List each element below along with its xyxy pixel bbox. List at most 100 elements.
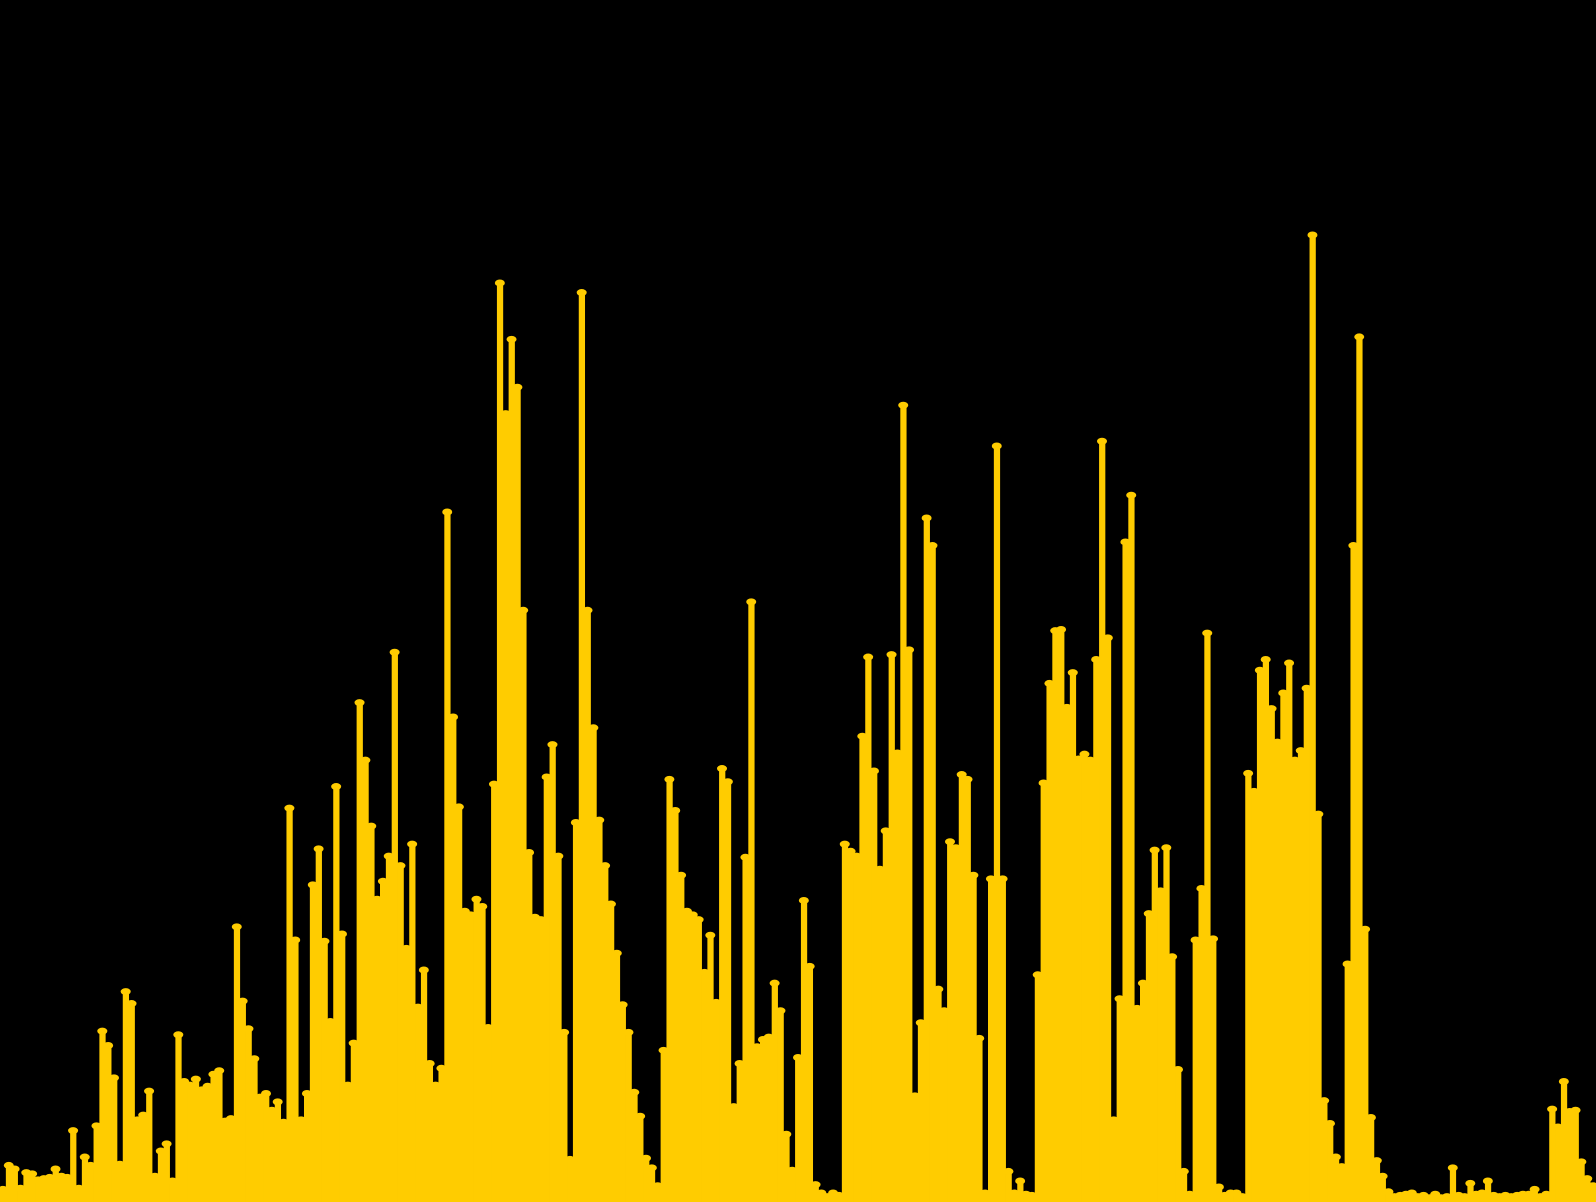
bar-cap-81 — [471, 895, 482, 903]
bar-cap-163 — [950, 844, 961, 852]
bar-cap-139 — [810, 1181, 821, 1189]
bar-215 — [1256, 670, 1264, 1202]
bar-72 — [420, 969, 428, 1202]
bar-cap-200 — [1167, 953, 1178, 961]
bar-cap-131 — [763, 1033, 774, 1041]
bar-133 — [777, 1010, 784, 1202]
bar-cap-21 — [120, 988, 131, 996]
bar-96 — [561, 1032, 568, 1202]
bar-177 — [1034, 974, 1042, 1202]
bar-241 — [1408, 1193, 1416, 1202]
bar-179 — [1046, 683, 1053, 1202]
bar-cap-234 — [1365, 1113, 1376, 1121]
bar-cap-220 — [1284, 659, 1295, 667]
bar-cap-113 — [658, 1046, 669, 1054]
bar-cap-267 — [1558, 1078, 1569, 1085]
bar-13 — [76, 1188, 83, 1202]
bar-230 — [1344, 964, 1351, 1202]
bar-270 — [1578, 1161, 1585, 1202]
bar-164 — [958, 774, 966, 1202]
bar-cap-208 — [1213, 1183, 1224, 1191]
bar-cap-213 — [1243, 769, 1254, 777]
bar-9 — [52, 1169, 59, 1202]
bar-99 — [578, 292, 586, 1202]
bar-cap-174 — [1015, 1177, 1026, 1185]
bar-138 — [806, 966, 814, 1202]
bar-44 — [257, 1097, 264, 1202]
bar-cap-133 — [775, 1007, 786, 1015]
bar-252 — [1473, 1194, 1480, 1202]
bar-cap-165 — [962, 775, 973, 783]
bar-197 — [1151, 850, 1158, 1202]
bar-cap-183 — [1067, 669, 1078, 677]
bar-98 — [572, 822, 580, 1202]
bar-cap-164 — [956, 771, 967, 779]
bar-cap-105 — [611, 949, 622, 957]
bar-cap-189 — [1102, 634, 1113, 642]
bar-cap-206 — [1202, 629, 1213, 637]
bar-cap-179 — [1044, 679, 1055, 687]
bar-cap-110 — [641, 1154, 651, 1162]
bar-cap-187 — [1091, 655, 1102, 663]
bar-cap-69 — [401, 944, 412, 952]
bar-cap-47 — [272, 1098, 283, 1106]
bar-134 — [783, 1134, 790, 1202]
bar-22 — [128, 1003, 135, 1202]
bar-32 — [187, 1085, 194, 1202]
bar-145 — [847, 851, 854, 1202]
bar-128 — [748, 601, 755, 1202]
bar-cap-84 — [489, 780, 499, 788]
bar-cap-126 — [734, 1060, 745, 1068]
bar-cap-154 — [898, 401, 909, 409]
bar-cap-254 — [1482, 1177, 1493, 1185]
bar-cap-73 — [424, 1060, 435, 1068]
bar-cap-118 — [687, 911, 698, 919]
bar-cap-237 — [1383, 1188, 1394, 1196]
bar-20 — [116, 1164, 124, 1202]
bar-cap-22 — [126, 1000, 137, 1008]
bar-137 — [800, 900, 808, 1202]
bar-192 — [1122, 541, 1129, 1202]
bar-15 — [87, 1165, 94, 1202]
bar-cap-77 — [448, 713, 459, 721]
bar-114 — [666, 779, 673, 1202]
bar-216 — [1262, 659, 1270, 1202]
bar-31 — [181, 1081, 188, 1202]
bar-59 — [344, 1085, 352, 1202]
bar-cap-144 — [839, 840, 850, 848]
bar-cap-23 — [132, 1116, 143, 1124]
bar-cap-12 — [68, 1127, 79, 1135]
bar-104 — [608, 904, 615, 1202]
bar-cap-33 — [190, 1075, 201, 1083]
bar-cap-60 — [348, 1039, 359, 1047]
bar-57 — [333, 786, 340, 1202]
bar-160 — [935, 989, 942, 1202]
bar-205 — [1198, 888, 1205, 1202]
bar-121 — [707, 935, 714, 1202]
bar-cap-182 — [1061, 703, 1072, 711]
bar-159 — [929, 545, 936, 1202]
bar-248 — [1449, 1167, 1457, 1202]
bar-cap-20 — [114, 1160, 125, 1168]
bar-cap-72 — [418, 966, 429, 974]
bar-cap-51 — [296, 1116, 307, 1124]
bar-cap-137 — [798, 896, 809, 904]
bar-cap-150 — [874, 865, 885, 873]
bar-39 — [228, 1118, 235, 1202]
bar-237 — [1385, 1191, 1392, 1202]
bar-cap-212 — [1237, 1193, 1248, 1201]
bar-cap-214 — [1249, 787, 1259, 795]
bar-193 — [1128, 495, 1135, 1202]
bar-18 — [105, 1045, 112, 1202]
bar-65 — [380, 881, 387, 1202]
bar-cap-46 — [266, 1106, 277, 1114]
bar-cap-52 — [301, 1089, 312, 1097]
bar-cap-231 — [1348, 542, 1359, 550]
bar-147 — [859, 736, 866, 1202]
bar-46 — [268, 1110, 276, 1202]
bar-68 — [397, 865, 404, 1202]
bar-231 — [1350, 545, 1357, 1202]
bar-194 — [1134, 1008, 1141, 1202]
bar-184 — [1075, 758, 1082, 1202]
bar-cap-87 — [506, 335, 517, 343]
